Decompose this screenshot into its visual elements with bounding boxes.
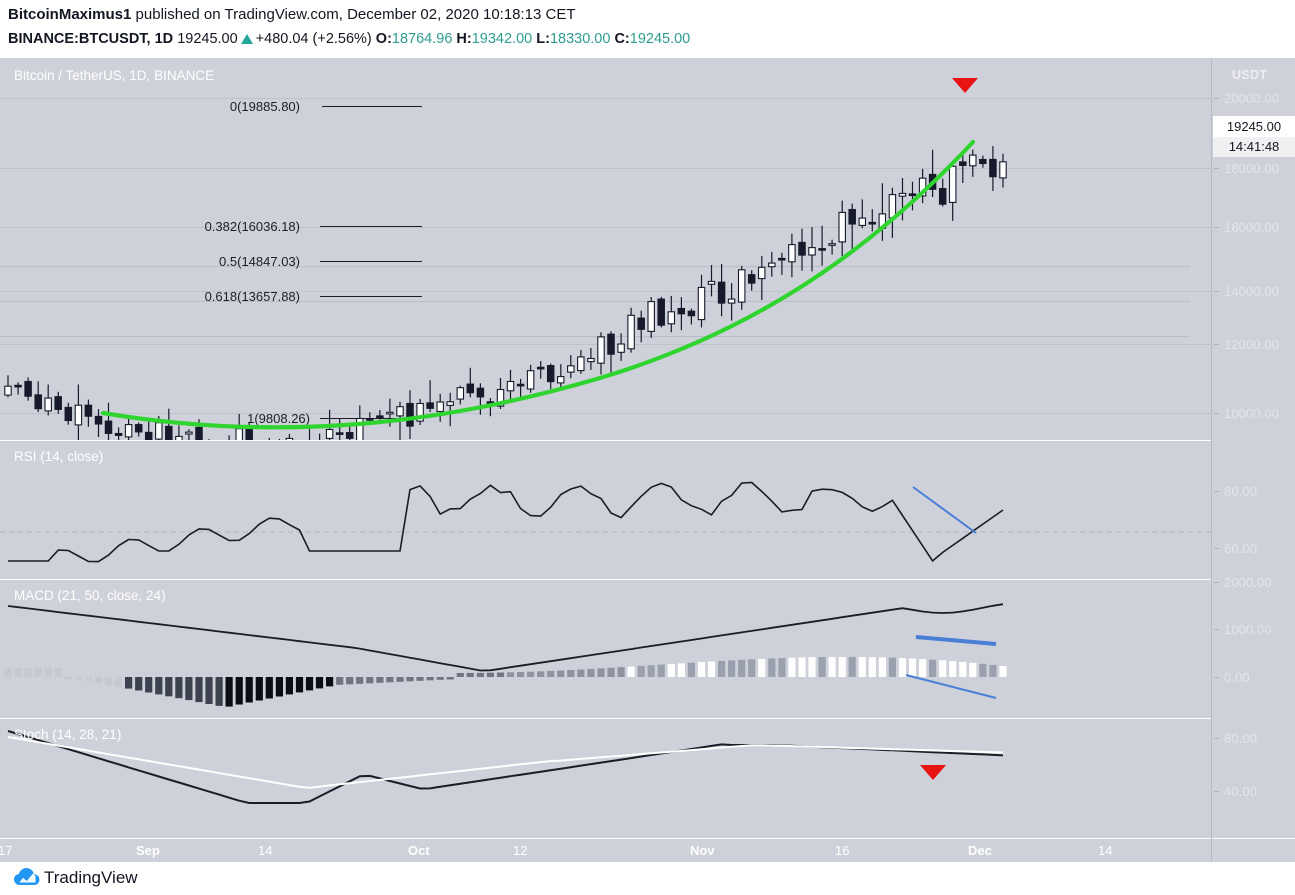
high-value: 19342.00 bbox=[471, 31, 533, 47]
bearish-marker-price-icon bbox=[952, 78, 978, 93]
gridline bbox=[0, 344, 1211, 345]
symbol-label: BINANCE:BTCUSDT, 1D bbox=[8, 31, 174, 47]
price-axis[interactable]: USDT 20000.00 19245.00 14:41:48 18000.00… bbox=[1211, 58, 1295, 838]
chart-panes[interactable]: Bitcoin / TetherUS, 1D, BINANCE 0(19885.… bbox=[0, 58, 1211, 818]
gridline bbox=[0, 98, 1211, 99]
stoch-axis-label-40: 40.00 bbox=[1224, 784, 1258, 799]
high-key: H: bbox=[456, 31, 472, 47]
fib-label-0382: 0.382(16036.18) bbox=[204, 219, 300, 234]
candlestick-series bbox=[4, 139, 1007, 440]
gridline bbox=[0, 227, 1211, 228]
axis-label-10000: 10000.00 bbox=[1224, 406, 1280, 421]
stoch-series bbox=[7, 730, 1004, 804]
price-pane-title: Bitcoin / TetherUS, 1D, BINANCE bbox=[14, 68, 215, 83]
macd-axis-label-2000: 2000.00 bbox=[1224, 575, 1272, 590]
time-axis-divider bbox=[1211, 838, 1212, 862]
open-value: 18764.96 bbox=[391, 31, 453, 47]
time-label-7: Dec bbox=[968, 843, 992, 858]
macd-axis-label-0: 0.00 bbox=[1224, 670, 1250, 685]
axis-label-16000: 16000.00 bbox=[1224, 220, 1280, 235]
fib-label-05: 0.5(14847.03) bbox=[219, 254, 300, 269]
time-axis[interactable]: 17 Sep 14 Oct 12 Nov 16 Dec 14 bbox=[0, 838, 1295, 862]
last-price: 19245.00 bbox=[177, 31, 238, 47]
price-pane[interactable]: Bitcoin / TetherUS, 1D, BINANCE 0(19885.… bbox=[0, 58, 1211, 440]
time-label-2: 14 bbox=[258, 843, 273, 858]
pane-divider bbox=[0, 440, 1211, 441]
tradingview-logo-icon bbox=[14, 868, 40, 885]
tradingview-brand: TradingView bbox=[44, 868, 138, 887]
gridline bbox=[0, 168, 1211, 169]
time-label-5: Nov bbox=[690, 843, 715, 858]
time-label-8: 14 bbox=[1098, 843, 1113, 858]
low-value: 18330.00 bbox=[549, 31, 611, 47]
price-change: +480.04 (+2.56%) bbox=[255, 31, 372, 47]
macd-axis-label-1000: 1000.00 bbox=[1224, 622, 1272, 637]
macd-series bbox=[4, 603, 1007, 707]
fib-label-0618: 0.618(13657.88) bbox=[204, 289, 300, 304]
close-key: C: bbox=[614, 31, 630, 47]
stoch-pane[interactable]: Stoch (14, 28, 21) bbox=[0, 719, 1211, 818]
fib-level-guide bbox=[0, 266, 1190, 267]
rsi-axis-label-80: 80.00 bbox=[1224, 484, 1258, 499]
rsi-pane-title: RSI (14, close) bbox=[14, 449, 104, 464]
publish-meta: published on TradingView.com, December 0… bbox=[131, 6, 576, 23]
author-name: BitcoinMaximus1 bbox=[8, 6, 132, 23]
axis-label-14000: 14000.00 bbox=[1224, 284, 1280, 299]
open-key: O: bbox=[375, 31, 392, 47]
triangle-up-icon bbox=[240, 34, 253, 44]
stoch-pane-title: Stoch (14, 28, 21) bbox=[14, 727, 122, 742]
fib-level-guide bbox=[0, 336, 1190, 337]
axis-unit-label: USDT bbox=[1232, 68, 1268, 82]
symbol-quote-line: BINANCE:BTCUSDT, 1D 19245.00 +480.04 (+2.… bbox=[8, 31, 690, 47]
pane-divider bbox=[0, 718, 1211, 719]
chart-board[interactable]: Bitcoin / TetherUS, 1D, BINANCE 0(19885.… bbox=[0, 58, 1295, 838]
rsi-pane[interactable]: RSI (14, close) bbox=[0, 441, 1211, 579]
axis-label-20000: 20000.00 bbox=[1224, 91, 1280, 106]
current-price-badge: 19245.00 bbox=[1213, 116, 1295, 137]
macd-pane-title: MACD (21, 50, close, 24) bbox=[14, 588, 166, 603]
fib-label-1: 1(9808.26) bbox=[247, 411, 310, 426]
time-label-0: 17 bbox=[0, 843, 13, 858]
stoch-axis-label-80: 80.00 bbox=[1224, 731, 1258, 746]
fib-line-05 bbox=[320, 261, 422, 262]
rsi-axis-label-60: 60.00 bbox=[1224, 541, 1258, 556]
footer: TradingView bbox=[0, 862, 1295, 895]
low-key: L: bbox=[536, 31, 550, 47]
axis-label-18000: 18000.00 bbox=[1224, 161, 1280, 176]
time-label-3: Oct bbox=[408, 843, 430, 858]
time-label-4: 12 bbox=[513, 843, 528, 858]
time-label-6: 16 bbox=[835, 843, 850, 858]
time-label-1: Sep bbox=[136, 843, 160, 858]
fib-line-0618 bbox=[320, 296, 422, 297]
macd-pane[interactable]: MACD (21, 50, close, 24) bbox=[0, 580, 1211, 718]
chart-header: BitcoinMaximus1 published on TradingView… bbox=[0, 0, 1295, 58]
pane-divider bbox=[0, 579, 1211, 580]
bearish-marker-stoch-icon bbox=[920, 765, 946, 780]
axis-label-12000: 12000.00 bbox=[1224, 337, 1280, 352]
gridline bbox=[0, 291, 1211, 292]
gridline bbox=[0, 413, 1211, 414]
countdown-badge: 14:41:48 bbox=[1213, 137, 1295, 157]
fib-line-0382 bbox=[320, 226, 422, 227]
rsi-series bbox=[0, 481, 1211, 563]
close-value: 19245.00 bbox=[629, 31, 691, 47]
fib-level-guide bbox=[0, 301, 1190, 302]
publish-line: BitcoinMaximus1 published on TradingView… bbox=[8, 6, 576, 23]
fib-label-0: 0(19885.80) bbox=[229, 99, 300, 114]
fib-line-0 bbox=[322, 106, 422, 107]
